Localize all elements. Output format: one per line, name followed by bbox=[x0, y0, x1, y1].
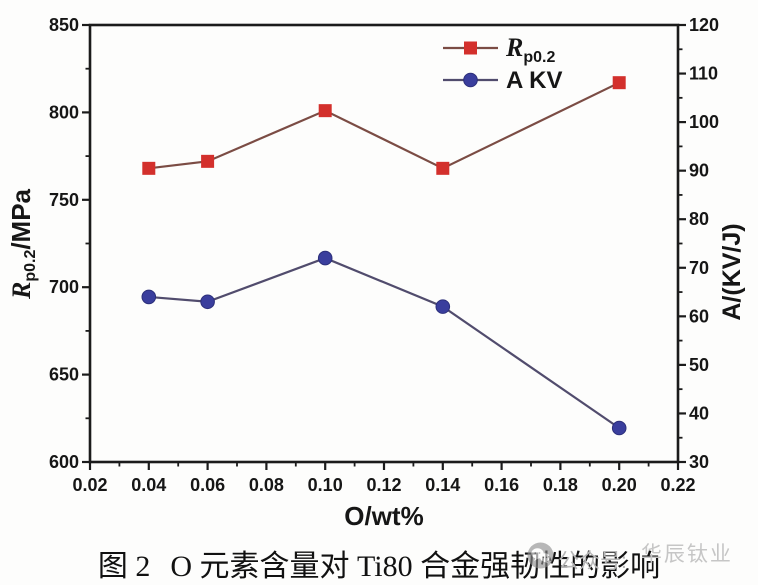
x-tick-label: 0.18 bbox=[543, 475, 578, 495]
x-tick-label: 0.04 bbox=[131, 475, 166, 495]
data-point bbox=[611, 420, 627, 436]
legend: Rp0.2A KV bbox=[443, 33, 562, 94]
legend-label: Rp0.2 bbox=[505, 33, 555, 66]
x-tick-label: 0.12 bbox=[366, 475, 401, 495]
data-point bbox=[436, 161, 450, 175]
left-tick-label: 850 bbox=[49, 15, 79, 35]
left-tick-label: 750 bbox=[49, 190, 79, 210]
legend-marker bbox=[464, 41, 477, 55]
data-point bbox=[435, 299, 451, 314]
plot-frame bbox=[88, 23, 680, 464]
x-axis-title: O/wt% bbox=[344, 501, 423, 531]
data-series bbox=[141, 76, 627, 436]
right-tick-label: 120 bbox=[689, 15, 719, 35]
x-tick-label: 0.06 bbox=[190, 475, 225, 495]
legend-marker bbox=[463, 72, 478, 88]
right-axis-tick-labels: 30 40 50 60 70 80 90 100 110 120 bbox=[689, 15, 719, 472]
left-tick-label: 800 bbox=[49, 102, 79, 122]
data-point bbox=[612, 76, 626, 90]
x-axis-tick-labels: 0.02 0.04 0.06 0.08 0.10 0.12 0.14 0.16 0.18 0.20… bbox=[72, 475, 695, 495]
data-point bbox=[200, 294, 215, 310]
right-tick-label: 30 bbox=[689, 452, 709, 472]
series-line bbox=[148, 256, 620, 429]
right-tick-label: 50 bbox=[689, 355, 709, 375]
right-tick-label: 90 bbox=[689, 161, 709, 181]
right-tick-label: 80 bbox=[689, 209, 709, 229]
plot-border bbox=[88, 23, 680, 464]
x-tick-label: 0.02 bbox=[72, 475, 107, 495]
data-point bbox=[141, 289, 157, 305]
series-line bbox=[148, 81, 620, 170]
right-tick-label: 40 bbox=[689, 403, 709, 423]
series-AKV bbox=[141, 250, 627, 436]
data-point bbox=[142, 161, 156, 175]
figure-caption-number: 图 2 bbox=[97, 550, 151, 583]
x-tick-label: 0.22 bbox=[660, 475, 695, 495]
right-tick-label: 70 bbox=[689, 258, 709, 278]
left-axis-tick-labels: 600 650 700 750 800 850 bbox=[49, 15, 79, 472]
legend-label: A KV bbox=[506, 67, 562, 94]
right-tick-label: 110 bbox=[689, 64, 718, 84]
x-tick-label: 0.08 bbox=[249, 475, 284, 495]
data-point bbox=[318, 104, 332, 118]
x-tick-label: 0.20 bbox=[602, 475, 637, 495]
right-axis-title: A/(KV/J) bbox=[718, 223, 746, 320]
figure-caption: 图 2 O 元素含量对 Ti80 合金强韧性的影响 bbox=[0, 541, 758, 585]
left-tick-label: 700 bbox=[49, 277, 79, 297]
axis-ticks bbox=[82, 23, 686, 470]
series-Rp0.2 bbox=[142, 76, 626, 175]
strength-toughness-chart: 0.02 0.04 0.06 0.08 0.10 0.12 0.14 0.16 0.18 0.20… bbox=[6, 15, 746, 531]
right-tick-label: 100 bbox=[689, 112, 719, 132]
axis-titles: O/wt% Rp0.2/MPa A/(KV/J) bbox=[6, 188, 746, 531]
x-tick-label: 0.16 bbox=[484, 475, 519, 495]
legend-entry-AKV: A KV bbox=[443, 67, 562, 94]
data-point bbox=[317, 250, 333, 266]
x-tick-label: 0.10 bbox=[308, 475, 343, 495]
figure-caption-title: O 元素含量对 Ti80 合金强韧性的影响 bbox=[170, 550, 661, 583]
left-tick-label: 600 bbox=[49, 452, 79, 472]
left-axis-title: Rp0.2/MPa bbox=[6, 188, 39, 300]
left-tick-label: 650 bbox=[49, 365, 79, 385]
right-tick-label: 60 bbox=[689, 306, 709, 326]
legend-entry-Rp0.2: Rp0.2 bbox=[443, 33, 555, 66]
data-point bbox=[201, 154, 215, 168]
x-tick-label: 0.14 bbox=[425, 475, 460, 495]
